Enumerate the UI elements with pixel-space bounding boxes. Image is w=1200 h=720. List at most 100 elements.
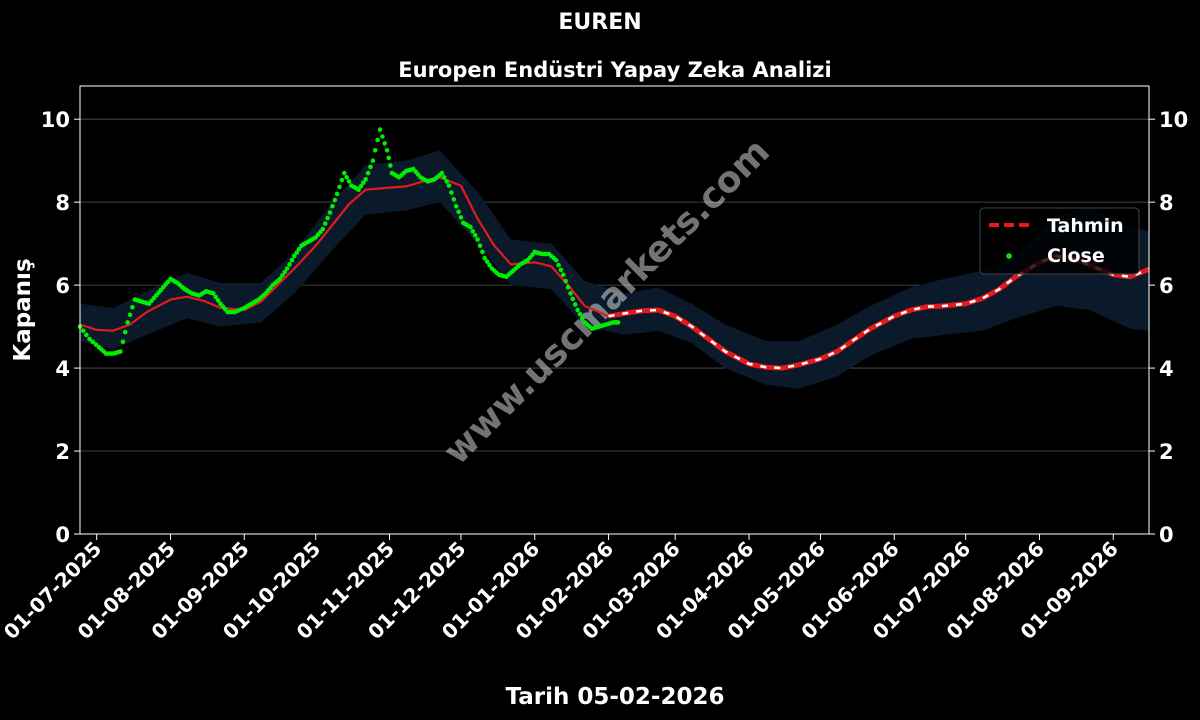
close-point (384, 148, 390, 153)
close-point (453, 204, 459, 209)
close-point (327, 210, 333, 215)
close-point (572, 302, 578, 307)
y-tick-label: 8 (55, 191, 70, 215)
close-point (568, 291, 573, 296)
close-point (125, 320, 130, 325)
close-point (377, 127, 383, 132)
close-point (280, 273, 285, 278)
close-point (325, 215, 330, 221)
close-point (570, 296, 576, 302)
close-point (558, 267, 564, 273)
close-point (451, 197, 457, 202)
close-point (130, 304, 135, 310)
close-point (296, 246, 302, 252)
close-point (553, 257, 559, 263)
y-tick-label: 10 (41, 108, 70, 132)
close-point (458, 215, 464, 220)
close-point (580, 316, 585, 321)
close-point (330, 204, 335, 209)
close-point (565, 284, 571, 290)
close-point (449, 190, 454, 195)
close-point (289, 257, 295, 263)
close-point (439, 170, 445, 176)
close-point (365, 170, 371, 176)
legend-label-tahmin: Tahmin (1047, 215, 1124, 237)
close-point (615, 320, 621, 325)
close-point (368, 164, 373, 170)
close-point (361, 180, 366, 186)
close-point (375, 137, 380, 143)
close-point (480, 249, 485, 255)
close-point (292, 253, 297, 259)
forecast-line-history (79, 176, 626, 332)
close-point (556, 262, 561, 268)
close-point (346, 179, 352, 184)
close-point (475, 237, 480, 242)
close-point (363, 177, 369, 182)
close-point (472, 233, 478, 238)
close-point (386, 155, 392, 161)
close-point (282, 269, 288, 275)
close-point (294, 250, 300, 255)
close-point (122, 329, 128, 335)
close-point (577, 311, 583, 317)
close-point (382, 141, 388, 146)
close-point (277, 276, 283, 282)
close-point (388, 163, 393, 168)
y-axis-right: 0 2 4 6 8 10 (1149, 108, 1188, 547)
close-point (563, 278, 568, 284)
close-point (468, 224, 473, 230)
y-tick-label-right: 10 (1159, 108, 1188, 132)
close-point (320, 226, 326, 232)
close-point (342, 170, 347, 176)
y-axis-label: Kapanış (10, 258, 36, 361)
close-point (93, 342, 99, 347)
close-point (456, 209, 461, 215)
close-point (80, 328, 86, 334)
close-point (322, 221, 328, 226)
close-point (87, 336, 92, 342)
close-point (380, 134, 385, 139)
y-tick-label: 2 (55, 440, 70, 464)
close-point (344, 175, 350, 180)
chart-title: Europen Endüstri Yapay Zeka Analizi (398, 58, 831, 82)
close-point (575, 307, 580, 313)
close-point (332, 197, 338, 203)
close-point (84, 332, 89, 338)
x-axis-label: Tarih 05-02-2026 (506, 684, 725, 710)
close-point (287, 262, 292, 267)
close-point (477, 243, 483, 248)
close-point (484, 259, 490, 264)
y-tick-label: 0 (55, 523, 70, 547)
y-tick-label-right: 0 (1159, 523, 1174, 547)
close-point (90, 339, 95, 345)
y-tick-label-right: 4 (1159, 357, 1174, 381)
close-point (118, 349, 123, 354)
close-point (482, 255, 488, 261)
close-point (215, 298, 221, 303)
close-point (561, 272, 566, 278)
close-point (370, 158, 376, 163)
y-tick-label-right: 8 (1159, 191, 1174, 215)
close-point (487, 262, 492, 268)
y-tick-label: 4 (55, 357, 70, 381)
y-tick-label-right: 6 (1159, 274, 1174, 298)
close-point (358, 183, 364, 189)
y-tick-label-right: 2 (1159, 440, 1174, 464)
close-point (213, 294, 218, 300)
y-axis-left: 0 2 4 6 8 10 (41, 108, 80, 547)
close-point (120, 339, 126, 345)
confidence-band (80, 150, 1149, 389)
close-point (127, 312, 133, 318)
legend-swatch-close (1006, 253, 1012, 259)
close-point (334, 191, 340, 197)
legend: Tahmin Close (979, 207, 1140, 275)
close-point (337, 184, 342, 190)
plot-frame (79, 85, 1150, 535)
y-tick-label: 6 (55, 274, 70, 298)
close-series (77, 127, 621, 356)
close-point (372, 148, 378, 153)
close-point (356, 187, 361, 192)
